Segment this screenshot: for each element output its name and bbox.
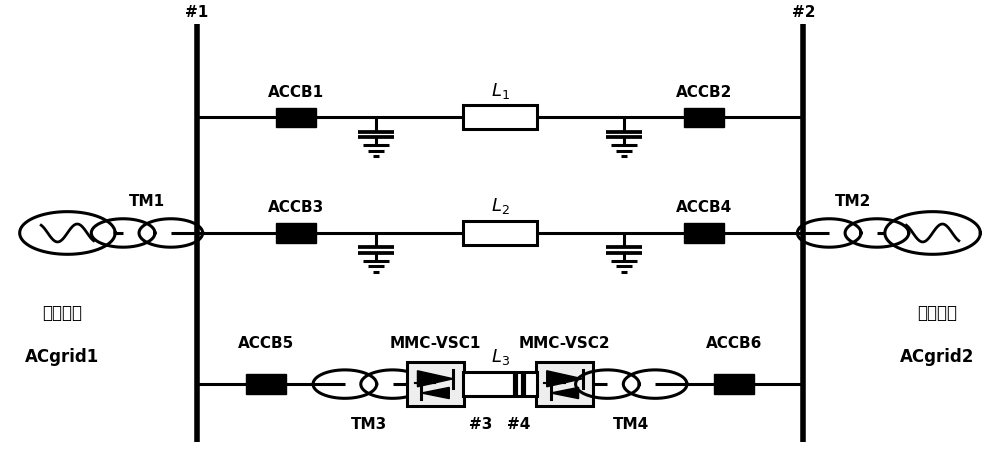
Bar — [684, 223, 724, 243]
Bar — [684, 108, 724, 127]
Text: #1: #1 — [185, 5, 208, 20]
Bar — [246, 374, 286, 394]
Text: ACCB5: ACCB5 — [238, 336, 294, 351]
Text: #2: #2 — [792, 5, 815, 20]
Bar — [463, 372, 537, 396]
Polygon shape — [421, 387, 449, 398]
Polygon shape — [547, 371, 583, 387]
Text: ACgrid1: ACgrid1 — [25, 349, 100, 366]
Text: MMC-VSC2: MMC-VSC2 — [519, 336, 610, 351]
Bar — [276, 108, 316, 127]
Text: $L_3$: $L_3$ — [491, 347, 509, 367]
Text: ACCB3: ACCB3 — [268, 200, 324, 215]
Text: ACCB2: ACCB2 — [676, 85, 732, 100]
Text: ACgrid2: ACgrid2 — [900, 349, 975, 366]
Text: 大陆电网: 大陆电网 — [42, 304, 82, 322]
Text: $L_2$: $L_2$ — [491, 196, 509, 216]
Text: MMC-VSC1: MMC-VSC1 — [390, 336, 481, 351]
Bar — [276, 223, 316, 243]
Text: TM4: TM4 — [613, 417, 649, 432]
Bar — [463, 221, 537, 245]
Text: ACCB4: ACCB4 — [676, 200, 732, 215]
Polygon shape — [551, 387, 579, 398]
Text: #3: #3 — [469, 417, 493, 432]
Text: ACCB6: ACCB6 — [706, 336, 762, 351]
Text: #4: #4 — [507, 417, 531, 432]
Polygon shape — [417, 371, 453, 387]
Text: TM3: TM3 — [351, 417, 387, 432]
Bar — [463, 105, 537, 130]
Text: TM2: TM2 — [835, 194, 871, 208]
Bar — [714, 374, 754, 394]
Bar — [407, 362, 464, 406]
Bar — [536, 362, 593, 406]
Text: $L_1$: $L_1$ — [491, 81, 509, 100]
Text: TM1: TM1 — [129, 194, 165, 208]
Text: 海岛电网: 海岛电网 — [918, 304, 958, 322]
Text: ACCB1: ACCB1 — [268, 85, 324, 100]
